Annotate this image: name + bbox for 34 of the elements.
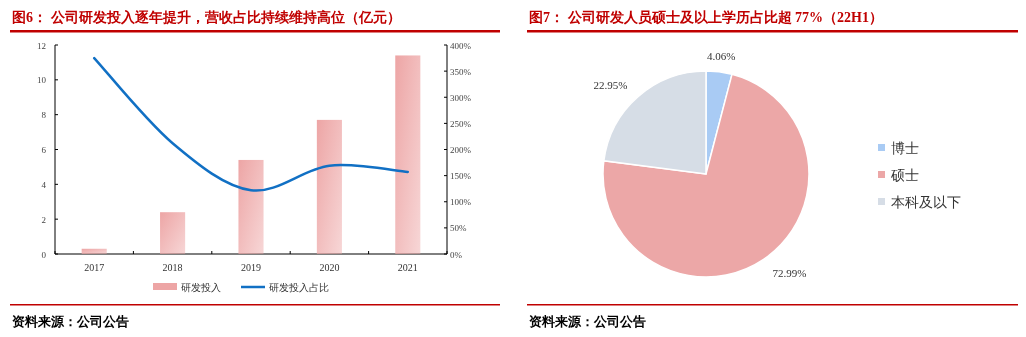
line-series xyxy=(92,56,410,192)
data-label: 4.06% xyxy=(706,49,736,62)
legend-label: 研发投入占比 xyxy=(269,282,329,293)
y-tick-label: 6 xyxy=(41,145,47,155)
legend-label: 硕士 xyxy=(890,168,919,183)
y2-tick-label: 100% xyxy=(450,197,472,208)
y-tick-label: 0 xyxy=(41,249,47,260)
y-tick-label: 4 xyxy=(41,179,47,190)
y2-tick-label: 200% xyxy=(450,145,472,155)
chart-title: 图6： 公司研发投入逐年提升，营收占比持续维持高位（亿元） xyxy=(12,9,401,25)
legend-label: 博士 xyxy=(891,141,919,156)
y2-tick-label: 400% xyxy=(450,40,472,51)
y2-tick-label: 150% xyxy=(450,171,472,182)
chart-title: 图7： 公司研发人员硕士及以上学历占比超 77%（22H1） xyxy=(529,10,883,25)
text: 资料来源：公司公告 xyxy=(12,314,129,329)
legend-label: 研发投入 xyxy=(181,282,221,293)
y2-tick-label: 0% xyxy=(450,249,463,260)
x-tick-label: 2017 xyxy=(84,262,105,273)
y2-tick-label: 350% xyxy=(450,66,472,77)
y-tick-label: 8 xyxy=(41,110,47,121)
x-tick-label: 2021 xyxy=(397,262,418,273)
x-tick-label: 2020 xyxy=(319,262,340,273)
x-tick-label: 2018 xyxy=(162,262,183,273)
data-label: 22.95% xyxy=(593,78,628,91)
y-tick-label: 2 xyxy=(41,214,46,225)
legend-label: 本科及以下 xyxy=(891,195,961,210)
y-tick-label: 10 xyxy=(37,75,47,86)
y2-tick-label: 50% xyxy=(450,223,467,234)
text: 资料来源：公司公告 xyxy=(529,314,646,329)
data-label: 72.99% xyxy=(772,266,807,279)
y2-tick-label: 250% xyxy=(450,118,472,129)
y-tick-label: 12 xyxy=(37,40,46,51)
x-tick-label: 2019 xyxy=(241,262,261,273)
y2-tick-label: 300% xyxy=(450,92,472,103)
